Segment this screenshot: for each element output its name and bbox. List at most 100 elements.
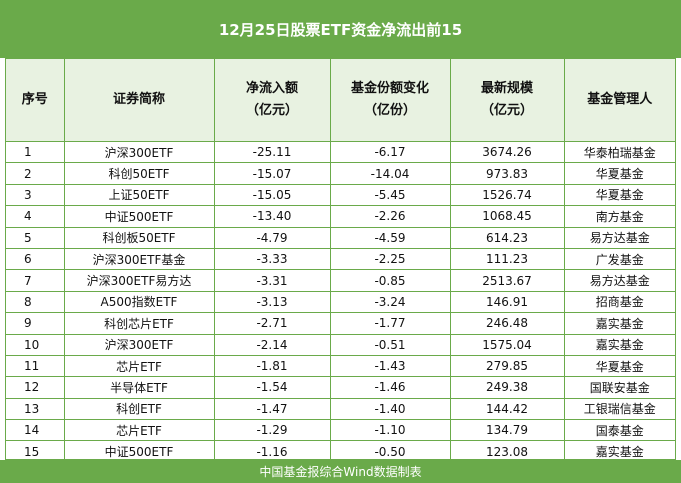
cell-name: 半导体ETF: [64, 376, 215, 399]
table-row: 3 上证50ETF -15.05 -5.45 1526.74 华夏基金: [6, 184, 675, 207]
table-row: 11 芯片ETF -1.81 -1.43 279.85 华夏基金: [6, 355, 675, 378]
cell-flow: -1.29: [214, 419, 331, 442]
cell-idx: 12: [6, 376, 65, 399]
cell-flow: -3.33: [214, 248, 331, 271]
cell-name: 芯片ETF: [64, 419, 215, 442]
cell-idx: 13: [6, 398, 65, 421]
cell-scale: 279.85: [450, 355, 565, 378]
cell-manager: 南方基金: [564, 205, 675, 228]
cell-flow: -1.54: [214, 376, 331, 399]
table-row: 6 沪深300ETF基金 -3.33 -2.25 111.23 广发基金: [6, 248, 675, 271]
cell-name: 芯片ETF: [64, 355, 215, 378]
table-row: 4 中证500ETF -13.40 -2.26 1068.45 南方基金: [6, 205, 675, 228]
cell-manager: 嘉实基金: [564, 312, 675, 335]
cell-idx: 6: [6, 248, 65, 271]
table-body: 1 沪深300ETF -25.11 -6.17 3674.26 华泰柏瑞基金 2 科创50ET…: [6, 141, 675, 462]
cell-share: -0.51: [330, 334, 451, 356]
header-idx: 序号: [6, 59, 65, 142]
cell-share: -1.46: [330, 376, 451, 399]
data-table: 序号 证券简称 净流入额 （亿元） 基金份额变化 （亿份） 最新规模 （亿元） …: [6, 59, 675, 462]
table-row: 15 中证500ETF -1.16 -0.50 123.08 嘉实基金: [6, 440, 675, 462]
cell-manager: 招商基金: [564, 291, 675, 314]
cell-idx: 14: [6, 419, 65, 442]
cell-name: 中证500ETF: [64, 205, 215, 228]
cell-scale: 973.83: [450, 162, 565, 185]
cell-name: A500指数ETF: [64, 291, 215, 314]
cell-scale: 111.23: [450, 248, 565, 271]
cell-share: -0.85: [330, 269, 451, 292]
header-share-line2: （亿份）: [363, 103, 416, 118]
cell-share: -2.26: [330, 205, 451, 228]
cell-manager: 广发基金: [564, 248, 675, 271]
table-row: 5 科创板50ETF -4.79 -4.59 614.23 易方达基金: [6, 227, 675, 249]
cell-flow: -15.07: [214, 162, 331, 185]
cell-idx: 4: [6, 205, 65, 228]
cell-share: -6.17: [330, 141, 451, 164]
cell-scale: 1575.04: [450, 334, 565, 356]
header-manager: 基金管理人: [564, 59, 675, 142]
cell-name: 沪深300ETF: [64, 334, 215, 356]
cell-scale: 614.23: [450, 227, 565, 249]
cell-flow: -13.40: [214, 205, 331, 228]
cell-manager: 易方达基金: [564, 269, 675, 292]
cell-share: -1.43: [330, 355, 451, 378]
header-name: 证券简称: [64, 59, 215, 142]
table-row: 2 科创50ETF -15.07 -14.04 973.83 华夏基金: [6, 162, 675, 185]
header-flow: 净流入额 （亿元）: [214, 59, 331, 142]
cell-manager: 华夏基金: [564, 184, 675, 207]
table-row: 10 沪深300ETF -2.14 -0.51 1575.04 嘉实基金: [6, 334, 675, 356]
cell-manager: 嘉实基金: [564, 334, 675, 356]
table-row: 13 科创ETF -1.47 -1.40 144.42 工银瑞信基金: [6, 398, 675, 421]
cell-manager: 国联安基金: [564, 376, 675, 399]
cell-manager: 华夏基金: [564, 355, 675, 378]
cell-manager: 工银瑞信基金: [564, 398, 675, 421]
header-scale: 最新规模 （亿元）: [450, 59, 565, 142]
cell-name: 上证50ETF: [64, 184, 215, 207]
table-row: 12 半导体ETF -1.54 -1.46 249.38 国联安基金: [6, 376, 675, 399]
cell-flow: -2.71: [214, 312, 331, 335]
cell-flow: -3.13: [214, 291, 331, 314]
cell-idx: 2: [6, 162, 65, 185]
cell-share: -14.04: [330, 162, 451, 185]
cell-share: -1.10: [330, 419, 451, 442]
table-container: 序号 证券简称 净流入额 （亿元） 基金份额变化 （亿份） 最新规模 （亿元） …: [5, 58, 676, 462]
cell-share: -1.40: [330, 398, 451, 421]
cell-name: 科创芯片ETF: [64, 312, 215, 335]
cell-name: 科创ETF: [64, 398, 215, 421]
cell-name: 中证500ETF: [64, 440, 215, 462]
cell-manager: 易方达基金: [564, 227, 675, 249]
header-share-line1: 基金份额变化: [350, 81, 429, 96]
cell-idx: 5: [6, 227, 65, 249]
cell-share: -4.59: [330, 227, 451, 249]
header-scale-line1: 最新规模: [480, 81, 533, 96]
table-row: 9 科创芯片ETF -2.71 -1.77 246.48 嘉实基金: [6, 312, 675, 335]
cell-scale: 1526.74: [450, 184, 565, 207]
cell-share: -2.25: [330, 248, 451, 271]
cell-name: 沪深300ETF: [64, 141, 215, 164]
cell-idx: 15: [6, 440, 65, 462]
cell-scale: 3674.26: [450, 141, 565, 164]
cell-scale: 249.38: [450, 376, 565, 399]
cell-flow: -15.05: [214, 184, 331, 207]
cell-name: 科创50ETF: [64, 162, 215, 185]
cell-scale: 123.08: [450, 440, 565, 462]
cell-flow: -1.47: [214, 398, 331, 421]
cell-share: -5.45: [330, 184, 451, 207]
cell-flow: -4.79: [214, 227, 331, 249]
cell-flow: -25.11: [214, 141, 331, 164]
header-row: 序号 证券简称 净流入额 （亿元） 基金份额变化 （亿份） 最新规模 （亿元） …: [6, 59, 675, 142]
cell-flow: -2.14: [214, 334, 331, 356]
cell-idx: 11: [6, 355, 65, 378]
table-row: 8 A500指数ETF -3.13 -3.24 146.91 招商基金: [6, 291, 675, 314]
cell-scale: 1068.45: [450, 205, 565, 228]
cell-flow: -1.81: [214, 355, 331, 378]
cell-flow: -3.31: [214, 269, 331, 292]
cell-scale: 134.79: [450, 419, 565, 442]
header-flow-line1: 净流入额: [245, 81, 298, 96]
cell-idx: 9: [6, 312, 65, 335]
header-share: 基金份额变化 （亿份）: [330, 59, 451, 142]
cell-manager: 国泰基金: [564, 419, 675, 442]
cell-flow: -1.16: [214, 440, 331, 462]
table-footer: 中国基金报综合Wind数据制表: [0, 460, 681, 483]
cell-share: -3.24: [330, 291, 451, 314]
